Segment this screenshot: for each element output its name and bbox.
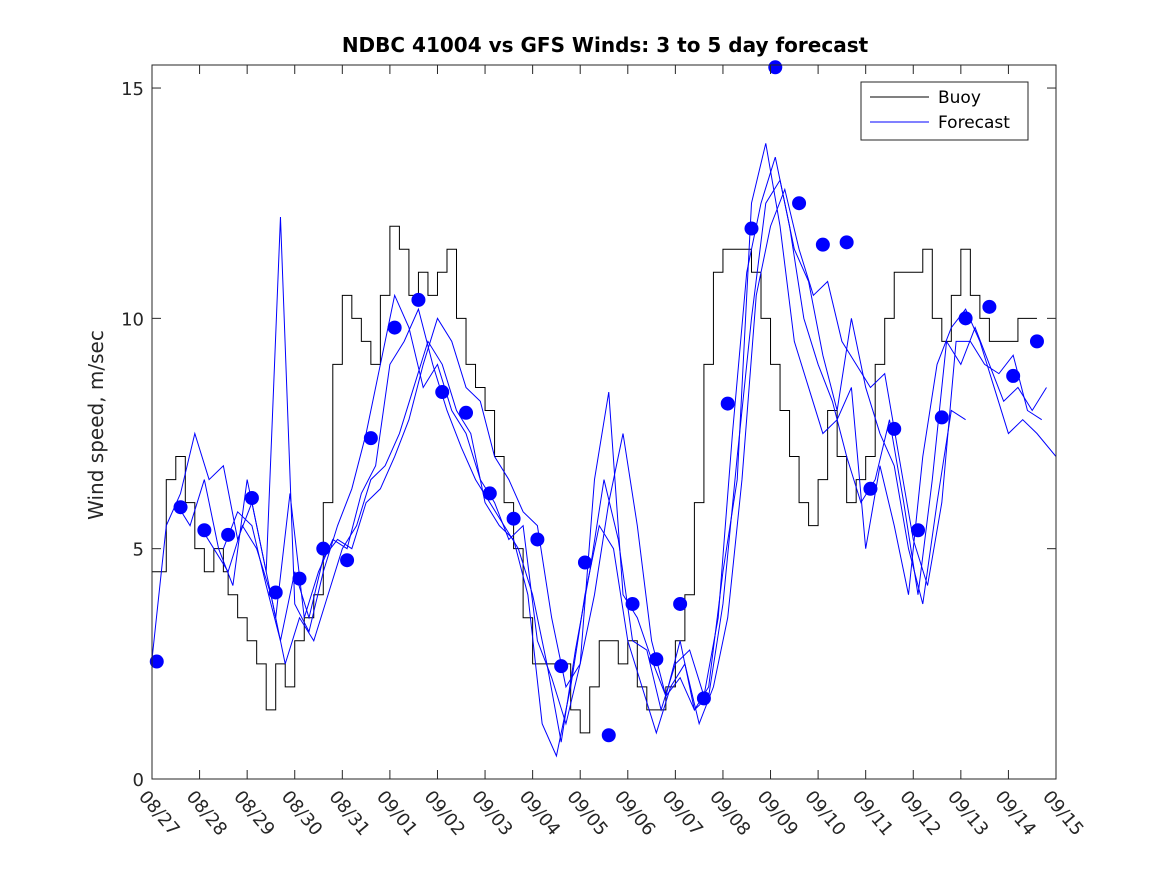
forecast-marker — [577, 555, 592, 570]
forecast-marker — [340, 553, 355, 568]
axes-box — [151, 64, 1057, 780]
forecast-marker — [1029, 334, 1044, 349]
forecast-marker — [173, 500, 188, 515]
forecast-marker — [244, 491, 259, 506]
forecast-marker — [815, 237, 830, 252]
forecast-marker — [435, 385, 450, 400]
forecast-marker — [268, 585, 283, 600]
forecast-marker — [744, 221, 759, 236]
forecast-marker — [459, 405, 474, 420]
forecast-marker — [482, 486, 497, 501]
legend-label-forecast: Forecast — [938, 113, 1010, 133]
legend-label-buoy: Buoy — [938, 88, 981, 108]
forecast-marker — [1006, 368, 1021, 383]
forecast-marker — [197, 523, 212, 538]
forecast-marker — [221, 527, 236, 542]
forecast-marker — [696, 691, 711, 706]
series-line-buoy — [152, 225, 1037, 734]
forecast-marker — [792, 196, 807, 211]
forecast-marker — [292, 571, 307, 586]
y-tick-label: 0 — [133, 770, 144, 791]
forecast-marker — [387, 320, 402, 335]
forecast-marker — [506, 511, 521, 526]
forecast-marker — [839, 235, 854, 250]
forecast-marker — [149, 654, 164, 669]
forecast-marker — [863, 481, 878, 496]
forecast-marker — [411, 292, 426, 307]
forecast-marker — [887, 421, 902, 436]
series-line-forecast-4 — [199, 187, 1042, 758]
chart-title: NDBC 41004 vs GFS Winds: 3 to 5 day fore… — [342, 33, 869, 57]
forecast-marker — [601, 728, 616, 743]
forecast-marker — [625, 596, 640, 611]
y-tick-label: 15 — [121, 79, 144, 100]
forecast-marker — [673, 596, 688, 611]
forecast-marker — [554, 659, 569, 674]
series-line-forecast-2 — [152, 143, 1056, 726]
forecast-marker — [958, 311, 973, 326]
forecast-marker — [768, 60, 783, 75]
legend: Buoy Forecast — [860, 81, 1029, 141]
forecast-marker — [363, 431, 378, 446]
series-layer — [149, 60, 1056, 758]
forecast-marker — [720, 396, 735, 411]
forecast-marker — [649, 652, 664, 667]
forecast-marker — [934, 410, 949, 425]
series-line-forecast-5 — [222, 178, 966, 711]
forecast-marker — [982, 299, 997, 314]
y-axis-label: Wind speed, m/sec — [84, 330, 108, 520]
y-tick-label: 5 — [133, 540, 144, 561]
y-tick-label: 10 — [121, 309, 144, 330]
forecast-marker — [911, 523, 926, 538]
legend-box — [860, 81, 1029, 141]
forecast-marker — [530, 532, 545, 547]
forecast-marker — [316, 541, 331, 556]
